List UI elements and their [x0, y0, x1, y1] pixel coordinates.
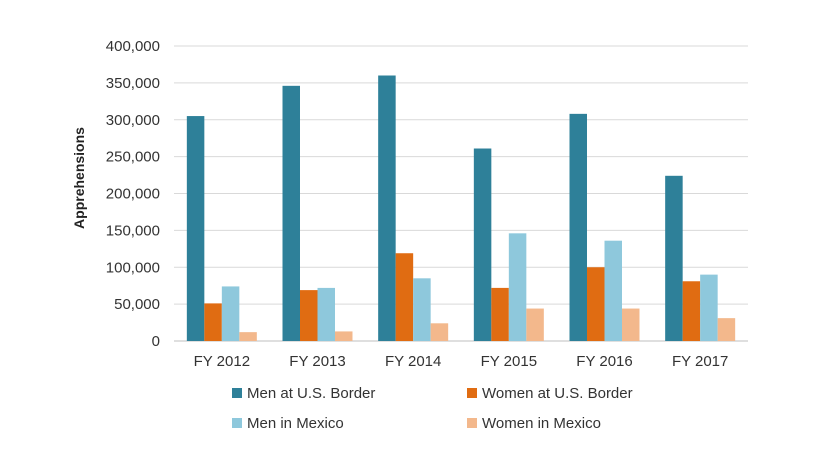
- bar: [413, 278, 431, 341]
- y-tick-label: 0: [152, 333, 160, 350]
- y-tick-label: 350,000: [106, 75, 160, 92]
- bar: [300, 290, 318, 341]
- legend-item: Men at U.S. Border: [232, 385, 375, 402]
- bar: [317, 287, 335, 341]
- bar: [682, 281, 701, 341]
- bar: [430, 323, 449, 341]
- y-tick-label: 300,000: [106, 112, 160, 129]
- x-tick-label: FY 2017: [672, 353, 728, 370]
- bar: [395, 253, 414, 341]
- bar: [717, 318, 736, 341]
- y-axis-tick-labels: 0 50,000 100,000 150,000 200,000 250,000 300,0…: [106, 38, 160, 350]
- y-tick-label: 200,000: [106, 186, 160, 203]
- legend-label: Men in Mexico: [247, 415, 344, 432]
- legend-label: Women at U.S. Border: [482, 385, 633, 402]
- x-tick-label: FY 2014: [385, 353, 441, 370]
- bar: [335, 331, 353, 341]
- y-tick-label: 400,000: [106, 38, 160, 55]
- y-tick-label: 150,000: [106, 222, 160, 239]
- legend-item: Women in Mexico: [467, 415, 601, 432]
- bar: [622, 308, 640, 341]
- gridlines: [174, 45, 748, 342]
- bars: [186, 75, 736, 341]
- legend: Men at U.S. Border Women at U.S. Border Me…: [232, 385, 633, 432]
- bar: [491, 287, 509, 341]
- bar: [473, 148, 492, 341]
- bar: [204, 303, 222, 341]
- legend-swatch: [232, 418, 242, 428]
- y-axis-title: Apprehensions: [71, 127, 87, 229]
- bar: [186, 116, 205, 341]
- bar: [569, 113, 587, 341]
- bar: [587, 267, 605, 341]
- legend-swatch: [467, 418, 477, 428]
- bar: [282, 85, 300, 341]
- bar: [221, 286, 240, 341]
- legend-label: Women in Mexico: [482, 415, 601, 432]
- bar: [508, 233, 527, 341]
- legend-label: Men at U.S. Border: [247, 385, 375, 402]
- x-tick-label: FY 2016: [576, 353, 632, 370]
- legend-swatch: [467, 388, 477, 398]
- bar: [526, 308, 544, 341]
- bar: [378, 75, 396, 341]
- x-axis-tick-labels: FY 2012 FY 2013 FY 2014 FY 2015 FY 2016 FY 20…: [194, 353, 729, 370]
- y-tick-label: 100,000: [106, 259, 160, 276]
- bar: [665, 175, 683, 341]
- y-tick-label: 250,000: [106, 149, 160, 166]
- bar: [604, 240, 622, 341]
- x-tick-label: FY 2013: [289, 353, 345, 370]
- x-tick-label: FY 2012: [194, 353, 250, 370]
- x-tick-label: FY 2015: [481, 353, 537, 370]
- y-tick-label: 50,000: [114, 296, 160, 313]
- bar: [700, 274, 718, 341]
- legend-item: Women at U.S. Border: [467, 385, 633, 402]
- bar: [239, 332, 257, 341]
- legend-swatch: [232, 388, 242, 398]
- legend-item: Men in Mexico: [232, 415, 344, 432]
